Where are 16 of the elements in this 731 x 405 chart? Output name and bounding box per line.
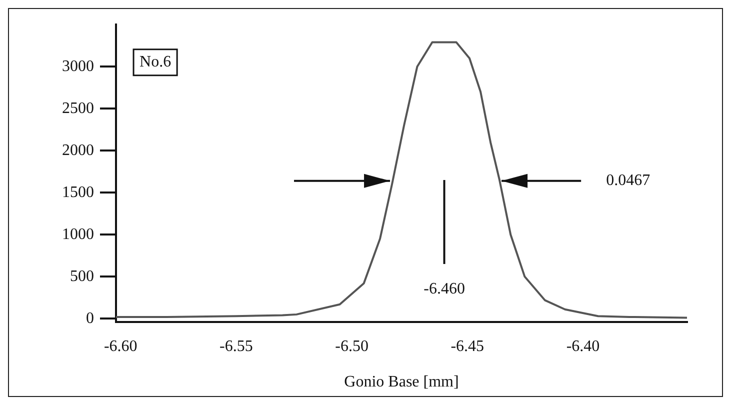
y-tick-label: 500	[70, 268, 94, 285]
y-tick-label: 2500	[62, 100, 94, 117]
x-tick-label: -6.40	[566, 338, 600, 355]
x-tick-label: -6.55	[220, 338, 253, 355]
y-tick-label: 2000	[62, 142, 94, 159]
annotation: No.6	[140, 54, 172, 71]
annotation: -6.460	[424, 280, 465, 298]
x-tick-label: -6.45	[450, 338, 484, 355]
y-tick-label: 1000	[62, 226, 94, 243]
x-axis-title: Gonio Base [mm]	[344, 374, 459, 391]
y-tick-label: 0	[86, 310, 94, 327]
y-tick-label: 1500	[62, 184, 94, 201]
x-tick-label: -6.60	[104, 338, 138, 355]
y-tick-label: 3000	[62, 58, 94, 75]
x-tick-label: -6.50	[335, 338, 368, 355]
annotation: 0.0467	[606, 172, 650, 190]
